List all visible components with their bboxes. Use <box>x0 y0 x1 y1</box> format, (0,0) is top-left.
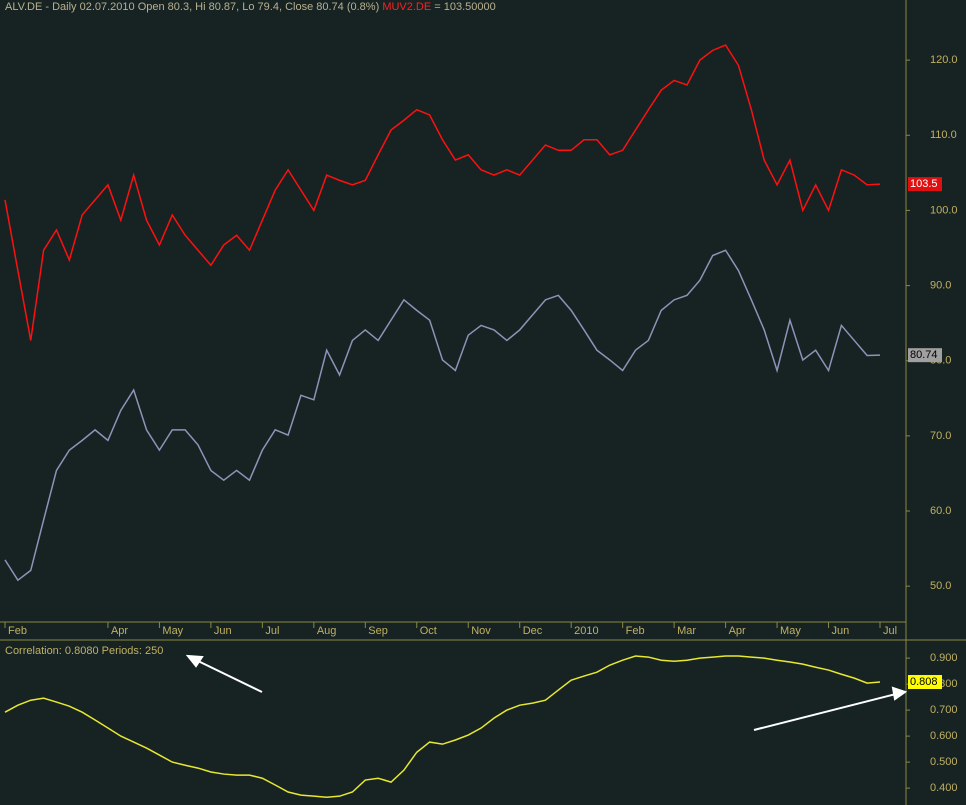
x-tick-label: Feb <box>8 625 27 637</box>
annotation-arrow <box>185 654 908 731</box>
y-tick-label: 0.700 <box>930 704 958 716</box>
y-tick-label: 0.500 <box>930 756 958 768</box>
last-value-label: 0.808 <box>910 676 938 688</box>
compare-value: = 103.50000 <box>434 1 496 13</box>
last-value-box <box>908 348 942 363</box>
x-tick-label: Jun <box>832 625 850 637</box>
y-tick-label: 50.0 <box>930 580 951 592</box>
price-line <box>4 44 881 341</box>
x-tick-label: May <box>162 625 183 637</box>
price-line <box>4 655 881 798</box>
header-text: ALV.DE - Daily 02.07.2010 Open 80.3, Hi … <box>5 1 380 13</box>
x-tick-label: Apr <box>729 625 746 637</box>
x-tick-label: Sep <box>368 625 388 637</box>
x-tick-label: Nov <box>471 625 491 637</box>
x-tick-label: Oct <box>420 625 437 637</box>
y-tick-label: 120.0 <box>930 54 958 66</box>
y-tick-label: 70.0 <box>930 430 951 442</box>
last-value-box <box>908 675 942 690</box>
y-tick-label: 0.600 <box>930 730 958 742</box>
x-tick-label: Aug <box>317 625 337 637</box>
x-tick-label: Jun <box>214 625 232 637</box>
x-tick-label: May <box>780 625 801 637</box>
pane-title: Correlation: 0.8080 Periods: 250 <box>5 645 163 657</box>
x-tick-label: Dec <box>523 625 543 637</box>
y-tick-label: 100.0 <box>930 204 958 216</box>
last-value-label: 80.74 <box>910 349 938 361</box>
x-tick-label: Jul <box>265 625 279 637</box>
x-tick-label: Apr <box>111 625 128 637</box>
last-value-box <box>908 177 942 192</box>
y-tick-label: 110.0 <box>930 129 957 141</box>
y-tick-label: 0.400 <box>930 782 958 794</box>
compare-name: MUV2.DE <box>382 1 432 13</box>
last-value-label: 103.5 <box>910 178 938 190</box>
price-line <box>4 249 881 582</box>
chart-header: ALV.DE - Daily 02.07.2010 Open 80.3, Hi … <box>5 1 496 13</box>
y-tick-label: 60.0 <box>930 505 951 517</box>
x-tick-label: Feb <box>626 625 645 637</box>
y-tick-label: 90.0 <box>930 279 951 291</box>
x-tick-label: 2010 <box>574 625 598 637</box>
y-tick-label: 0.900 <box>930 652 958 664</box>
x-tick-label: Jul <box>883 625 897 637</box>
x-tick-label: Mar <box>677 625 696 637</box>
